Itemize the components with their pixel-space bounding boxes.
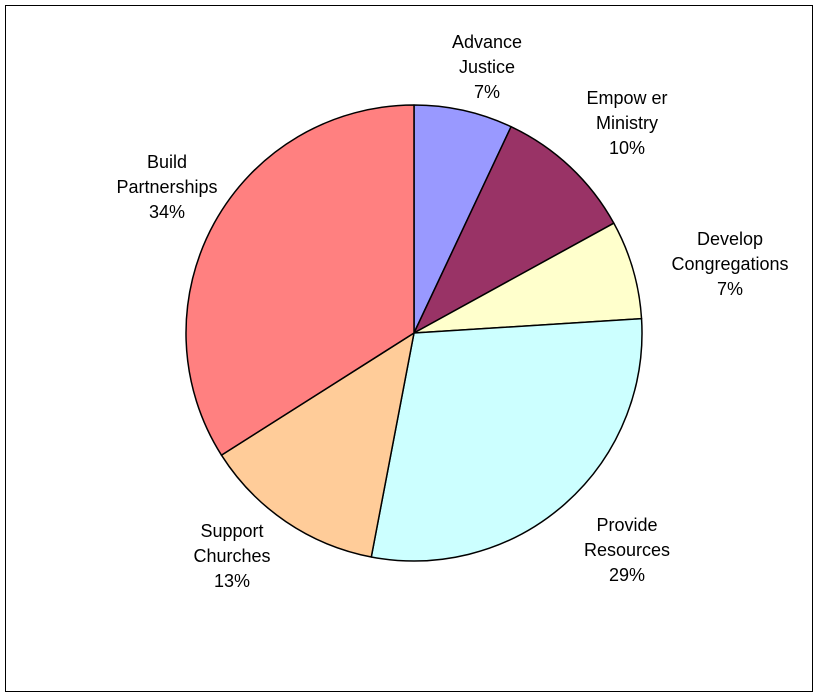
slice-label-line: Resources <box>584 540 670 560</box>
slice-label-1: Empow er Ministry 10% <box>586 88 667 158</box>
pie-slice-5 <box>185 104 415 456</box>
slice-percent: 13% <box>214 571 250 591</box>
pie-slice-1 <box>413 125 615 334</box>
slice-percent: 29% <box>609 565 645 585</box>
slice-label-line: Churches <box>193 546 270 566</box>
slice-percent: 34% <box>149 202 185 222</box>
slice-label-line: Support <box>200 521 263 541</box>
slice-label-line: Congregations <box>671 254 788 274</box>
slice-label-5: Build Partnerships 34% <box>116 152 217 222</box>
slice-label-line: Justice <box>459 57 515 77</box>
slice-percent: 7% <box>474 82 500 102</box>
slice-label-3: Provide Resources 29% <box>584 515 670 585</box>
pie-slice-3 <box>370 317 643 562</box>
slice-label-line: Partnerships <box>116 177 217 197</box>
slice-label-line: Empow er <box>586 88 667 108</box>
pie-slice-4 <box>220 332 415 558</box>
slice-label-0: Advance Justice 7% <box>452 32 522 102</box>
slice-label-line: Advance <box>452 32 522 52</box>
slice-percent: 7% <box>717 279 743 299</box>
slice-label-line: Ministry <box>596 113 658 133</box>
slice-label-line: Build <box>147 152 187 172</box>
slice-percent: 10% <box>609 138 645 158</box>
slice-label-2: Develop Congregations 7% <box>671 229 788 299</box>
slice-label-4: Support Churches 13% <box>193 521 270 591</box>
slice-label-line: Develop <box>697 229 763 249</box>
slice-label-line: Provide <box>596 515 657 535</box>
